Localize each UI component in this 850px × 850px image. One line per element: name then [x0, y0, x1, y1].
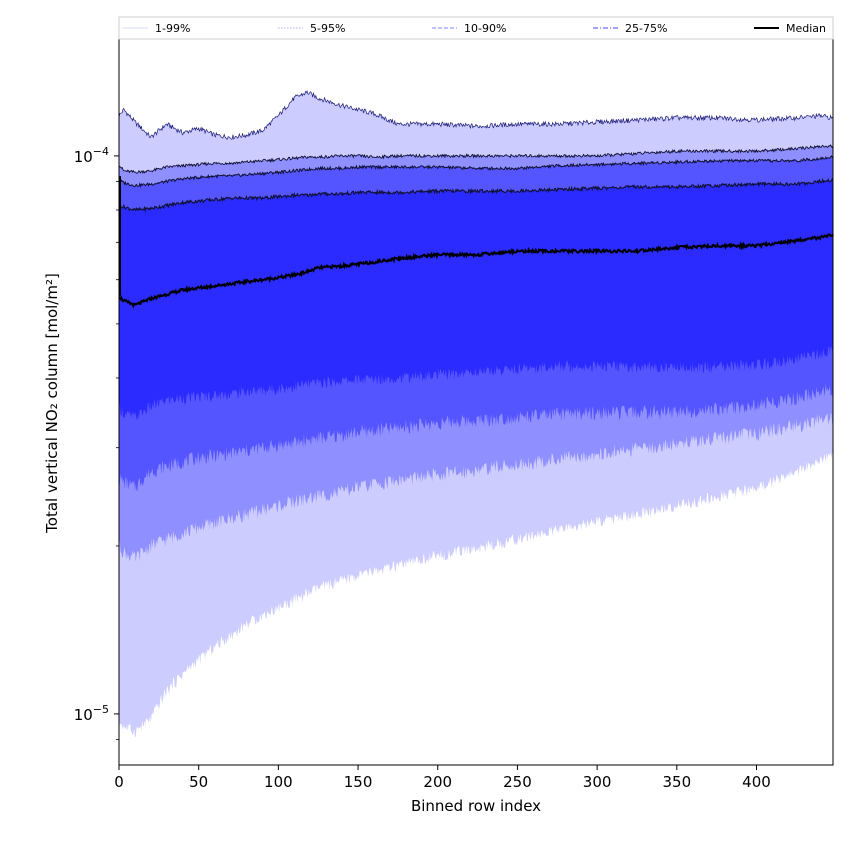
legend-label-4: Median — [786, 22, 826, 35]
legend-label-1: 5-95% — [310, 22, 345, 35]
x-tick-label-150: 150 — [344, 773, 373, 791]
x-tick-label-0: 0 — [114, 773, 124, 791]
x-tick-label-250: 250 — [503, 773, 532, 791]
percentile-bands — [119, 91, 833, 737]
legend-label-2: 10-90% — [464, 22, 506, 35]
percentile-boundary-lines — [118, 90, 834, 213]
x-tick-label-300: 300 — [583, 773, 612, 791]
x-axis-label: Binned row index — [411, 797, 541, 815]
legend-label-3: 25-75% — [625, 22, 667, 35]
band-25-75 — [119, 179, 833, 420]
upper-edge-band-1-99 — [118, 90, 834, 140]
x-tick-label-50: 50 — [189, 773, 208, 791]
legend-label-0: 1-99% — [155, 22, 190, 35]
x-tick-label-100: 100 — [264, 773, 293, 791]
median-line — [118, 233, 834, 309]
median-line-group — [118, 176, 834, 309]
y-axis-label: Total vertical NO₂ column [mol/m²] — [43, 273, 61, 534]
upper-edge-band-25-75 — [118, 177, 834, 213]
upper-edge-band-5-95 — [118, 144, 834, 175]
legend: 1-99% 5-95% 10-90% 25-75% Median — [118, 16, 834, 40]
legend-box — [118, 16, 834, 40]
y-tick-label: 10−4 — [74, 145, 109, 166]
x-tick-label-400: 400 — [742, 773, 771, 791]
x-tick-label-350: 350 — [662, 773, 691, 791]
upper-edge-band-10-90 — [119, 155, 834, 188]
y-tick-label: 10−5 — [74, 703, 109, 724]
x-tick-label-200: 200 — [423, 773, 452, 791]
